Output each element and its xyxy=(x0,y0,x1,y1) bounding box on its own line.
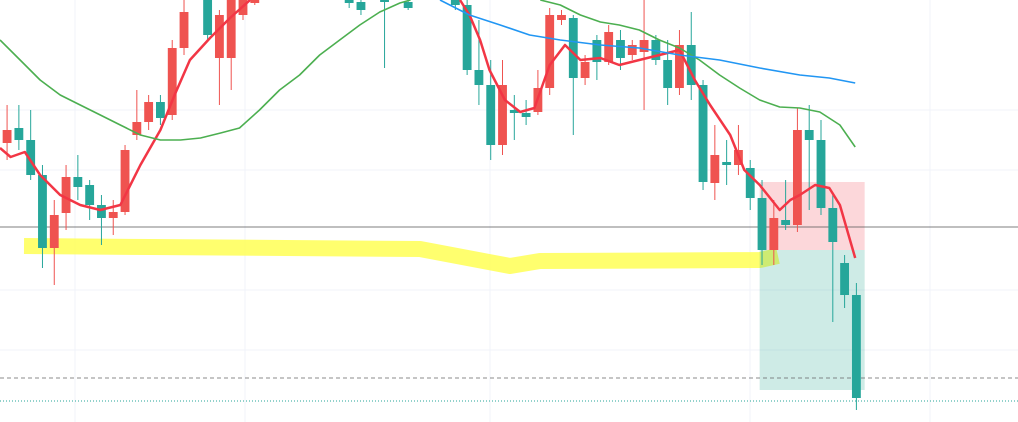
candle-body xyxy=(156,102,165,118)
candle-body xyxy=(781,220,791,225)
candle-body xyxy=(38,175,47,248)
candle-body xyxy=(97,205,106,218)
candle-body xyxy=(120,150,130,212)
candle-body xyxy=(2,130,12,143)
candle-body xyxy=(61,177,71,213)
candle-body xyxy=(498,85,507,145)
candle-body xyxy=(474,70,484,85)
candle-body xyxy=(710,155,720,183)
candle-body xyxy=(627,45,637,55)
candle-body xyxy=(250,0,260,3)
candle-body xyxy=(356,2,366,10)
candle-body xyxy=(49,215,59,248)
candle-body xyxy=(144,102,154,122)
candle-body xyxy=(14,128,24,140)
candle-body xyxy=(486,85,496,145)
candle-body xyxy=(226,0,236,58)
candle-body xyxy=(568,18,578,78)
candle-body xyxy=(108,212,118,218)
candle-body xyxy=(167,48,177,115)
moving-average xyxy=(439,0,856,84)
candle-body xyxy=(450,0,460,5)
moving-average xyxy=(0,0,856,148)
candle-body xyxy=(179,12,189,48)
candle-body xyxy=(651,40,661,60)
candle-body xyxy=(26,140,36,175)
candle-body xyxy=(580,62,590,78)
candle-body xyxy=(462,5,472,70)
candle-body xyxy=(675,45,684,88)
candle-body xyxy=(804,130,814,140)
candle-body xyxy=(851,295,861,398)
candle-body xyxy=(639,40,649,52)
candle-body xyxy=(722,162,732,165)
plot xyxy=(0,0,1018,410)
candle-body xyxy=(816,140,826,208)
candle-body xyxy=(616,40,625,58)
candle-body xyxy=(686,45,696,85)
candle-body xyxy=(840,263,850,295)
candle-body xyxy=(73,177,83,187)
candle-body xyxy=(663,60,673,88)
highlight xyxy=(23,238,780,274)
candle-body xyxy=(509,110,519,113)
moving-average xyxy=(0,0,857,259)
candle-body xyxy=(757,198,767,250)
candle-body xyxy=(745,168,755,198)
candle-body xyxy=(792,130,802,225)
candle-body xyxy=(521,113,531,117)
candle-body xyxy=(769,218,779,250)
candle-body xyxy=(557,15,566,20)
candle-body xyxy=(214,15,224,58)
candle-body xyxy=(344,0,354,3)
candle-body xyxy=(592,40,602,62)
candle-body xyxy=(545,15,555,88)
candle-body xyxy=(85,185,95,205)
candle-body xyxy=(604,32,614,62)
candle-body xyxy=(132,122,142,135)
candle-body xyxy=(403,2,413,8)
candle-body xyxy=(828,208,838,242)
candle-body xyxy=(203,0,213,35)
candle-body xyxy=(698,85,708,182)
candle-body xyxy=(380,0,389,2)
